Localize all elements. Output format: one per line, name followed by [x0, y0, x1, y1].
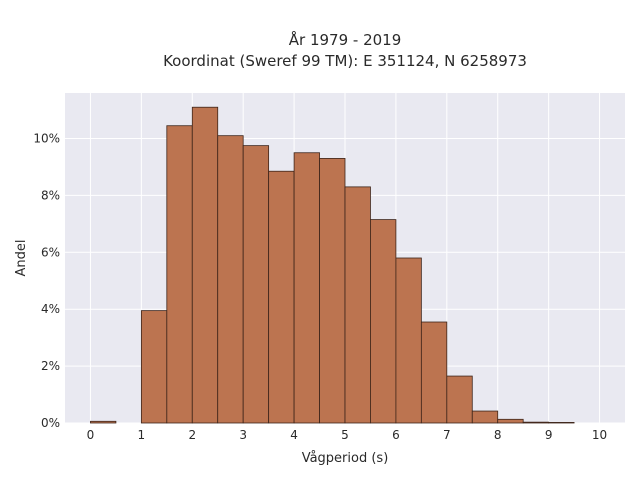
histogram-bar	[446, 375, 473, 424]
x-tick-label: 3	[239, 428, 247, 442]
histogram-bar	[548, 422, 575, 424]
histogram-bar	[420, 321, 448, 424]
y-tick-label: 2%	[41, 359, 60, 373]
y-tick-label: 6%	[41, 245, 60, 259]
y-axis-ticks: 0% 2% 4% 6% 8% 10%	[33, 132, 60, 430]
y-axis-label: Andel	[14, 240, 29, 277]
histogram-bar	[497, 418, 524, 424]
histogram-bar	[217, 135, 244, 424]
y-tick-label: 8%	[41, 188, 60, 202]
histogram-bar	[242, 145, 270, 424]
bars	[90, 106, 575, 424]
x-tick-label: 8	[494, 428, 502, 442]
chart-subtitle: Koordinat (Sweref 99 TM): E 351124, N 62…	[163, 52, 527, 70]
x-axis-ticks: 0 1 2 3 4 5 6 7 8 9 10	[87, 428, 608, 442]
histogram-bar	[268, 170, 295, 424]
histogram-bar	[344, 186, 371, 424]
histogram-bar	[319, 158, 346, 424]
chart-title: År 1979 - 2019	[289, 30, 402, 49]
x-tick-label: 0	[87, 428, 95, 442]
x-tick-label: 4	[290, 428, 298, 442]
histogram-bar	[471, 410, 499, 424]
histogram-bar	[370, 219, 397, 424]
x-tick-label: 2	[188, 428, 196, 442]
x-tick-label: 7	[443, 428, 451, 442]
x-tick-label: 10	[592, 428, 607, 442]
histogram-bar	[140, 310, 168, 424]
histogram-bar	[90, 420, 117, 424]
histogram-bar	[395, 257, 422, 424]
histogram-bar	[191, 106, 219, 424]
histogram-bar	[522, 421, 550, 424]
histogram-bar	[293, 152, 320, 424]
histogram-bar	[166, 125, 193, 424]
x-tick-label: 1	[138, 428, 146, 442]
y-tick-label: 10%	[33, 132, 60, 146]
x-tick-label: 5	[341, 428, 349, 442]
x-tick-label: 9	[545, 428, 553, 442]
x-axis-label: Vågperiod (s)	[302, 451, 389, 466]
y-tick-label: 4%	[41, 302, 60, 316]
x-tick-label: 6	[392, 428, 400, 442]
y-tick-label: 0%	[41, 416, 60, 430]
